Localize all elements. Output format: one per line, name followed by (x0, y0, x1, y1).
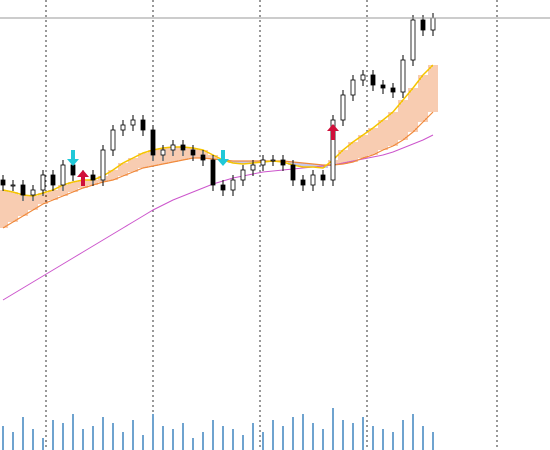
candle-body (360, 74, 366, 81)
volume-bar (242, 435, 244, 450)
candle-body (280, 159, 286, 166)
candle-body (430, 17, 436, 31)
candle-body (180, 144, 186, 151)
volume-bar (332, 408, 334, 450)
volume-bar (372, 426, 374, 450)
candle-body (380, 84, 386, 89)
volume-bar (422, 426, 424, 450)
candle-body (250, 164, 256, 171)
volume-bar (162, 426, 164, 450)
volume-bar (172, 429, 174, 450)
candle-body (190, 149, 196, 156)
candle-body (370, 74, 376, 86)
candle-body (310, 174, 316, 186)
candle-body (10, 184, 16, 187)
volume-bar (342, 420, 344, 450)
volume-bar (302, 414, 304, 450)
candle-body (70, 164, 76, 176)
volume-bar (352, 423, 354, 450)
candle-body (400, 59, 406, 93)
candle-body (40, 174, 46, 191)
candle-body (90, 174, 96, 181)
candle-body (330, 119, 336, 181)
slow-moving-average (2, 134, 434, 301)
volume-bar (392, 432, 394, 450)
candle-body (110, 129, 116, 151)
candle-body (220, 184, 226, 191)
candle-body (270, 159, 276, 162)
volume-bar (212, 420, 214, 450)
candle-body (350, 79, 356, 96)
volume-bar (82, 429, 84, 450)
volume-bar (222, 426, 224, 450)
volume-bar (32, 429, 34, 450)
volume-bar (382, 429, 384, 450)
candle-body (290, 164, 296, 181)
volume-bar (362, 417, 364, 450)
signal-arrow (67, 150, 79, 166)
volume-bar (12, 432, 14, 450)
signal-arrow (77, 170, 89, 186)
volume-bar (282, 426, 284, 450)
candle-body (340, 94, 346, 121)
volume-bar (42, 438, 44, 450)
volume-bar (72, 414, 74, 450)
candle-body (420, 19, 426, 31)
volume-bar (22, 417, 24, 450)
volume-bar (432, 432, 434, 450)
volume-bar (62, 423, 64, 450)
volume-bar (152, 414, 154, 450)
candle-body (160, 149, 166, 156)
candle-body (150, 129, 156, 156)
candle-body (100, 149, 106, 181)
volume-bar (412, 414, 414, 450)
candle-body (170, 144, 176, 151)
candle-body (390, 87, 396, 93)
volume-bar (262, 432, 264, 450)
volume-bar (2, 426, 4, 450)
candle-body (260, 159, 266, 166)
volume-bar (182, 423, 184, 450)
volume-bar (102, 417, 104, 450)
fast-moving-average (2, 64, 434, 197)
candle-body (120, 124, 126, 131)
volume-bar (292, 417, 294, 450)
candle-body (50, 174, 56, 186)
candle-body (60, 164, 66, 186)
volume-bar (122, 432, 124, 450)
candle-body (0, 179, 6, 186)
candle-body (30, 189, 36, 196)
volume-bar (402, 420, 404, 450)
volume-bar (272, 420, 274, 450)
candle-body (240, 169, 246, 181)
signal-arrow (217, 150, 229, 166)
candle-body (410, 19, 416, 61)
volume-bar (52, 420, 54, 450)
volume-bar (142, 435, 144, 450)
signal-arrow (327, 124, 339, 140)
volume-bar (252, 423, 254, 450)
candle-body (320, 174, 326, 181)
candle-body (230, 179, 236, 191)
volume-bar (112, 423, 114, 450)
volume-bar (192, 438, 194, 450)
volume-bar (132, 420, 134, 450)
candle-body (20, 184, 26, 196)
candle-body (130, 119, 136, 126)
candle-body (300, 179, 306, 186)
candle-body (140, 119, 146, 131)
volume-bar (92, 426, 94, 450)
volume-bar (322, 429, 324, 450)
volume-bar (202, 432, 204, 450)
candle-body (210, 159, 216, 186)
candle-body (200, 154, 206, 161)
volume-bar (312, 423, 314, 450)
volume-bar (232, 429, 234, 450)
